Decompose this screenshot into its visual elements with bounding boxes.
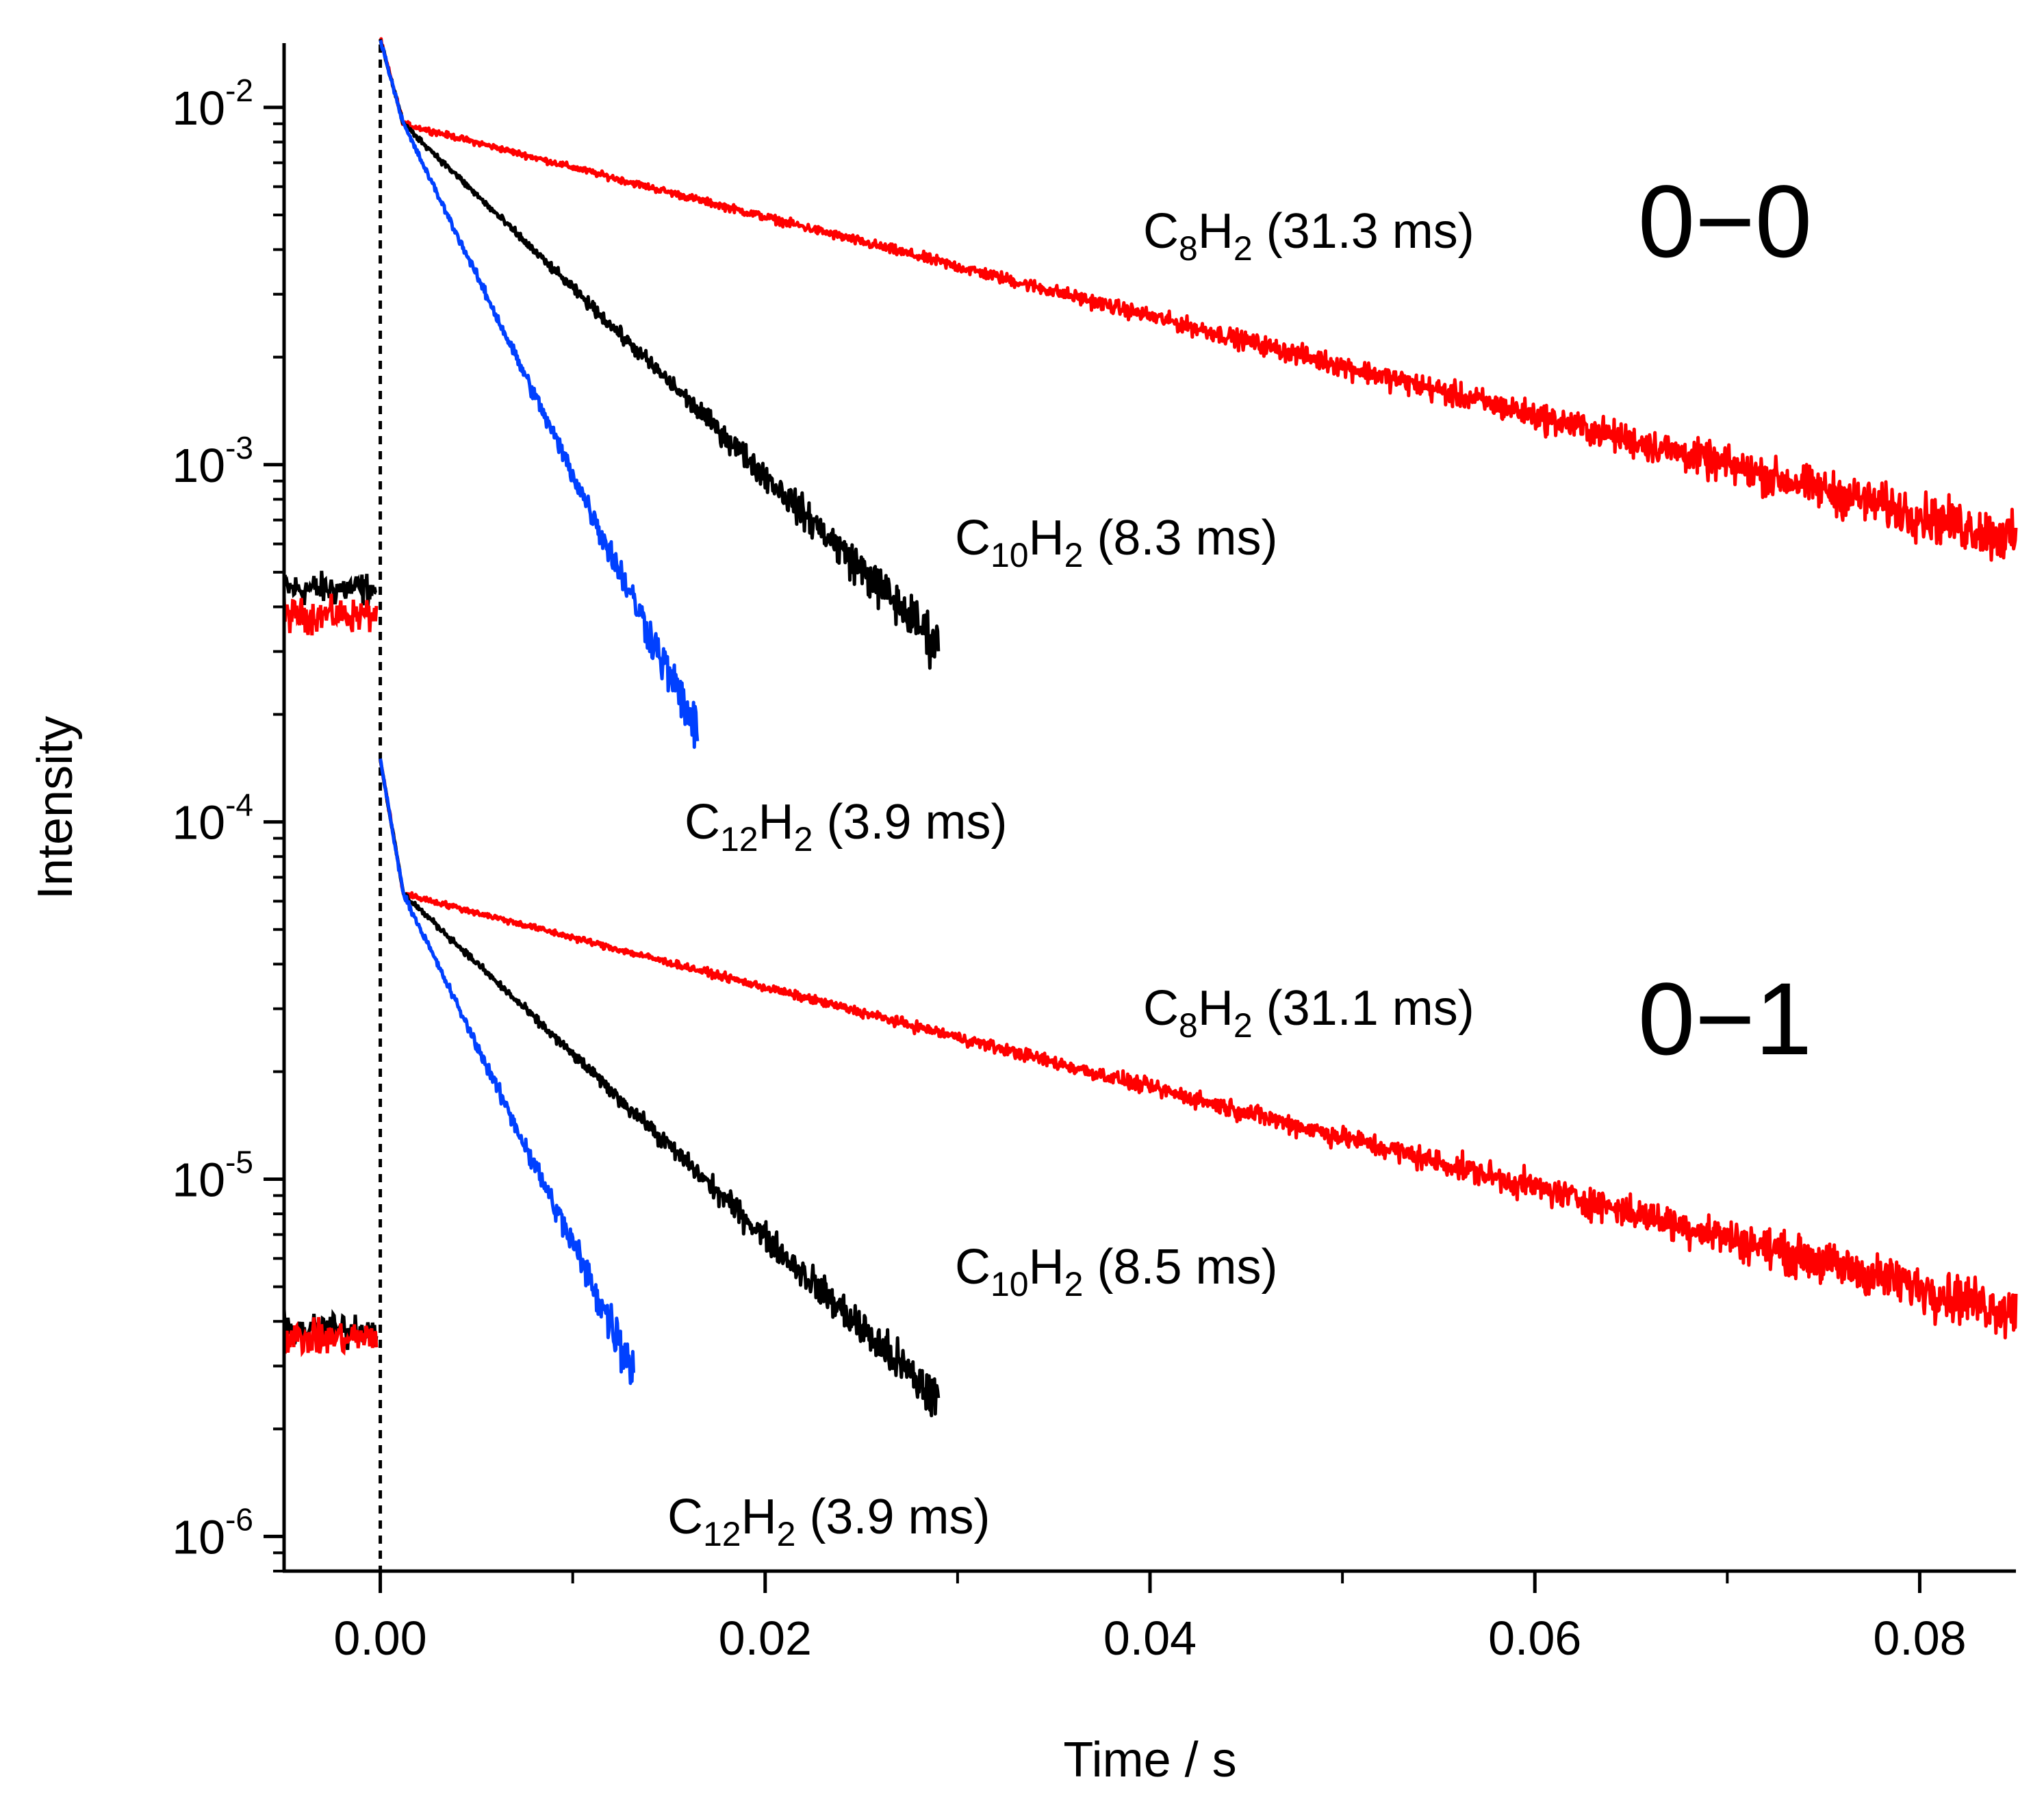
annotation-c10h2-0-0: C10H2 (8.3 ms) — [955, 511, 1277, 574]
y-tick-base: 10 — [172, 81, 225, 135]
axes: 0.00 0.02 0.04 0.06 0.08 10-610-510-410-310-… — [28, 43, 2016, 1787]
baseline-c10h2-panel-0 — [282, 570, 377, 607]
x-tick-label: 0.00 — [333, 1611, 426, 1665]
y-tick-base: 10 — [172, 796, 225, 850]
baseline-c8h2-panel-1 — [282, 1316, 379, 1358]
decay-c12h2-panel-1 — [379, 758, 635, 1386]
decay-c8h2-panel-0 — [379, 37, 2018, 562]
annotation-c12h2-0-0: C12H2 (3.9 ms) — [685, 795, 1007, 858]
y-tick-label: 10-4 — [172, 787, 253, 850]
panel-0-1-annotations: 0−1 C8H2 (31.1 ms) C10H2 (8.5 ms) C12H2 … — [667, 961, 1812, 1553]
decay-c8h2-panel-1 — [379, 759, 2018, 1340]
panel-label-0-1: 0−1 — [1638, 961, 1812, 1076]
annotation-c8h2-0-1: C8H2 (31.1 ms) — [1143, 981, 1474, 1045]
baseline-c8h2-panel-0 — [282, 594, 379, 636]
x-tick-label: 0.04 — [1103, 1611, 1197, 1665]
y-tick-exponent: -2 — [225, 73, 253, 108]
decay-c12h2-panel-0 — [379, 39, 700, 749]
y-tick-label: 10-6 — [172, 1501, 253, 1564]
y-tick-exponent: -5 — [225, 1145, 253, 1180]
x-axis-ticks: 0.00 0.02 0.04 0.06 0.08 — [333, 1571, 1967, 1665]
x-axis-title: Time / s — [1063, 1733, 1236, 1787]
y-tick-base: 10 — [172, 1154, 225, 1207]
y-axis-title: Intensity — [28, 716, 83, 900]
y-tick-exponent: -6 — [225, 1501, 253, 1537]
y-tick-base: 10 — [172, 439, 225, 492]
x-tick-label: 0.08 — [1873, 1611, 1966, 1665]
y-tick-label: 10-3 — [172, 430, 253, 492]
panel-label-0-0: 0−0 — [1638, 164, 1812, 279]
panel-0-0-annotations: 0−0 C8H2 (31.3 ms) C10H2 (8.3 ms) C12H2 … — [685, 164, 1812, 858]
decay-c10h2-panel-1 — [379, 760, 941, 1418]
x-tick-label: 0.02 — [719, 1611, 812, 1665]
y-axis-ticks: 10-610-510-410-310-2 — [172, 73, 284, 1572]
annotation-c8h2-0-0: C8H2 (31.3 ms) — [1143, 204, 1474, 268]
y-tick-label: 10-5 — [172, 1145, 253, 1207]
y-tick-exponent: -4 — [225, 787, 253, 823]
baseline-c10h2-panel-1 — [282, 1308, 379, 1351]
x-tick-label: 0.06 — [1488, 1611, 1581, 1665]
plot-area — [282, 37, 2018, 1571]
annotation-c10h2-0-1: C10H2 (8.5 ms) — [955, 1240, 1277, 1303]
y-tick-base: 10 — [172, 1510, 225, 1564]
y-tick-exponent: -3 — [225, 430, 253, 466]
y-tick-label: 10-2 — [172, 73, 253, 135]
annotation-c12h2-0-1: C12H2 (3.9 ms) — [667, 1490, 990, 1553]
decay-c10h2-panel-0 — [379, 38, 941, 670]
